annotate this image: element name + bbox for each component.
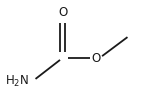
Text: O: O [91,52,101,65]
Text: H$_2$N: H$_2$N [5,74,29,89]
Text: O: O [58,6,67,19]
